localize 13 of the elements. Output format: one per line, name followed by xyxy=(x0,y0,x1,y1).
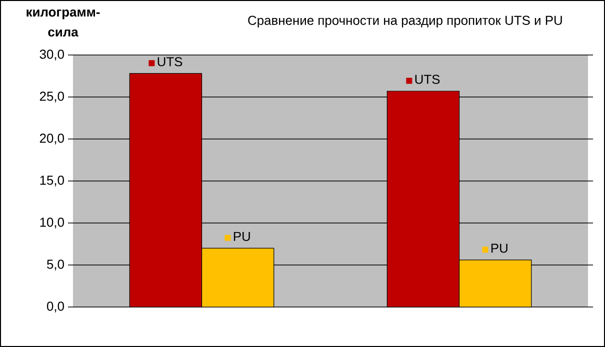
y-axis-title: килограмм-сила xyxy=(26,10,100,37)
y-tick-label: 20,0 xyxy=(40,134,64,144)
y-tick-label: 5,0 xyxy=(46,260,64,270)
legend-label: PU xyxy=(491,244,508,253)
text: PU xyxy=(234,232,250,241)
legend-label: UTS xyxy=(415,74,440,84)
chart-title: Сравнение прочности на раздир пропиток UTS и PU xyxy=(248,16,562,28)
y-tick-label: 10,0 xyxy=(40,218,64,228)
y-tick-label: 30,0 xyxy=(40,50,64,60)
y-tick-label: 25,0 xyxy=(40,92,64,102)
y-tick-label: 15,0 xyxy=(40,176,64,186)
text: UTS xyxy=(158,57,182,66)
y-tick-label: 0,0 xyxy=(46,302,64,312)
